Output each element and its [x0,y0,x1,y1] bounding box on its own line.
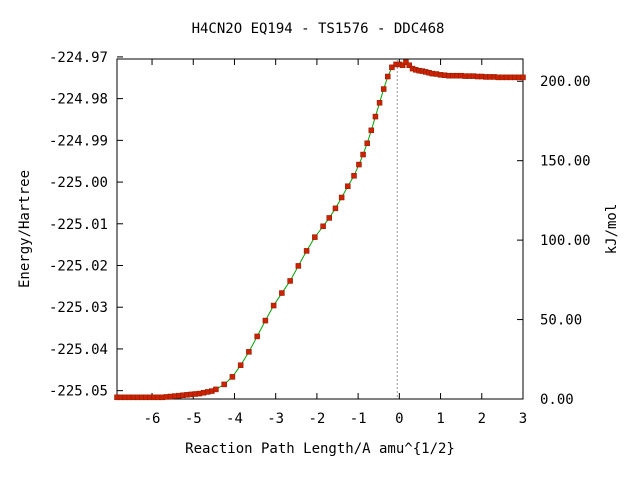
data-point [254,333,260,340]
plot-frame [116,58,524,400]
data-point [385,73,391,80]
data-point [221,381,227,388]
data-point [356,161,362,168]
x-tick-label: -3 [267,411,284,427]
data-point [295,263,302,269]
x-tick-label: -6 [144,411,161,427]
y2-tick-label: 150.00 [540,154,591,170]
y-tick-label: -225.04 [49,342,108,358]
data-point [213,386,219,393]
y2-axis-label: kJ/mol [604,204,620,255]
x-tick-label: 1 [436,411,444,427]
y2-tick-label: 100.00 [540,233,591,249]
data-point [345,183,351,189]
y-tick-label: -225.01 [49,217,108,233]
data-point [520,74,526,81]
x-axis-label: Reaction Path Length/A amu^{1/2} [185,441,455,457]
y-tick-label: -224.99 [49,133,108,149]
chart-title: H4CN2O EQ194 - TS1576 - DDC468 [192,21,445,37]
y-tick-label: -225.05 [49,384,108,400]
x-tick-label: -5 [185,411,202,427]
x-tick-label: -2 [308,411,325,427]
x-tick-label: 3 [519,411,527,427]
y2-tick-label: 200.00 [540,74,591,90]
y-tick-label: -225.03 [49,300,108,316]
series-line [117,61,523,398]
data-point [326,215,333,221]
data-point [360,151,366,158]
data-point [312,234,318,240]
y-tick-label: -224.98 [49,92,108,108]
data-point [380,86,387,92]
y-tick-label: -225.00 [49,175,108,191]
data-point [262,317,269,324]
x-tick-label: 0 [395,411,403,427]
data-point [332,205,339,212]
data-point [368,127,375,134]
data-point [376,100,383,106]
data-point [279,290,285,296]
data-point [364,140,370,147]
data-point [303,248,310,254]
y-axis-label: Energy/Hartree [17,170,33,288]
data-point [406,62,412,69]
data-point [270,302,277,309]
data-point [403,59,409,66]
data-point [320,223,326,230]
data-point [351,173,357,179]
data-point [237,362,244,368]
data-point [229,374,236,380]
data-point [399,62,406,69]
data-point [372,113,379,120]
x-tick-label: -4 [226,411,243,427]
data-point [338,194,345,201]
data-point [389,64,395,71]
y2-tick-label: 0.00 [540,392,574,408]
y2-tick-label: 50.00 [540,313,582,329]
data-point [246,349,252,355]
y-tick-label: -225.02 [49,259,108,275]
data-point [287,278,293,284]
x-tick-label: -1 [350,411,367,427]
axis-ticks: -6 -5 -4 -3 -2 -1 0 1 2 3 -224.97 -224.98 -224.99 -22… [49,50,591,427]
y-tick-label: -224.97 [49,50,108,66]
energy-series [114,59,526,401]
x-tick-label: 2 [478,411,486,427]
